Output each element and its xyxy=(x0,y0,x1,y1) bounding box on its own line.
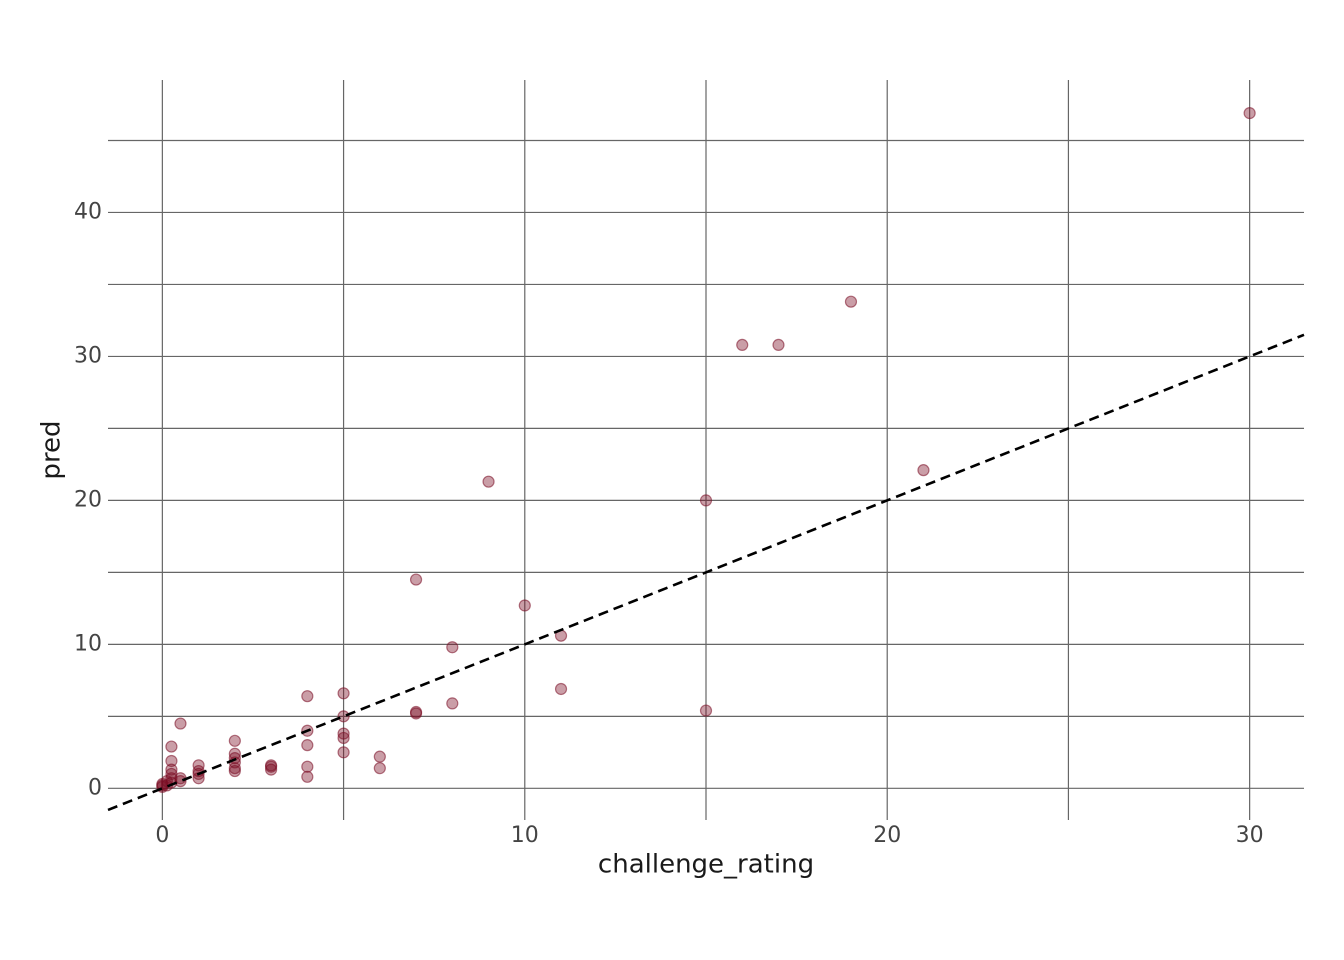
x-tick-label: 0 xyxy=(155,823,169,848)
point xyxy=(228,734,241,747)
point xyxy=(446,697,459,710)
x-tick-label: 20 xyxy=(873,823,901,848)
x-axis-label: challenge_rating xyxy=(598,850,814,880)
point xyxy=(373,750,386,763)
point xyxy=(337,687,350,700)
point xyxy=(174,717,187,730)
point xyxy=(373,762,386,775)
point xyxy=(482,475,495,488)
point xyxy=(337,746,350,759)
point xyxy=(337,727,350,740)
y-tick-label: 30 xyxy=(74,343,102,368)
point xyxy=(264,759,278,772)
point xyxy=(1243,107,1256,120)
point xyxy=(554,682,568,696)
point xyxy=(192,759,205,772)
point xyxy=(228,764,241,778)
point xyxy=(264,763,278,776)
point xyxy=(518,599,531,612)
point xyxy=(736,338,749,352)
point xyxy=(301,690,314,703)
x-tick-label: 30 xyxy=(1236,823,1264,848)
point xyxy=(409,573,423,586)
y-tick-label: 20 xyxy=(74,487,102,512)
y-axis-label: pred xyxy=(37,420,67,479)
point xyxy=(165,754,178,768)
point xyxy=(301,739,314,752)
y-tick-label: 10 xyxy=(74,631,102,656)
point xyxy=(337,710,350,723)
point xyxy=(165,763,178,776)
x-tick-label: 10 xyxy=(511,823,539,848)
reference-line xyxy=(107,333,1305,812)
point xyxy=(446,641,459,654)
point xyxy=(337,731,350,745)
point xyxy=(699,494,713,507)
point xyxy=(174,775,187,788)
point xyxy=(844,295,858,308)
point xyxy=(409,705,423,719)
point xyxy=(228,747,241,760)
point xyxy=(301,770,314,783)
point xyxy=(699,704,713,717)
point xyxy=(772,338,785,352)
point xyxy=(301,760,314,773)
point xyxy=(917,464,930,477)
y-tick-label: 40 xyxy=(74,199,102,224)
point xyxy=(165,740,178,753)
y-tick-label: 0 xyxy=(88,775,102,800)
